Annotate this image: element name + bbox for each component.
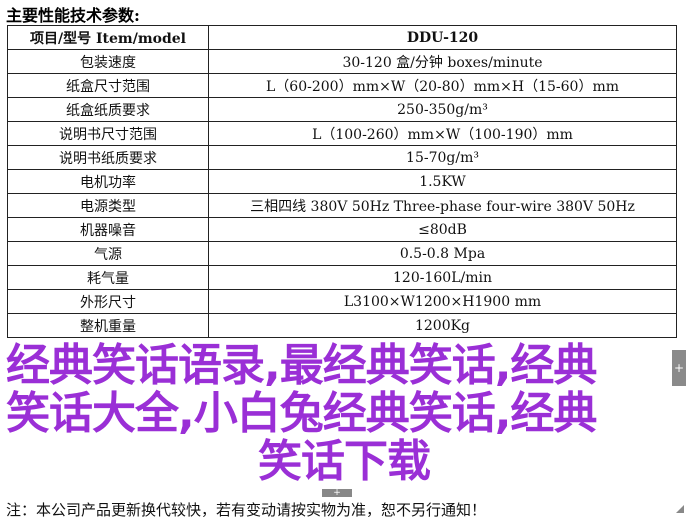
table-row: 整机重量 1200Kg xyxy=(7,313,677,338)
row-value: L（60-200）mm×W（20-80）mm×H（15-60）mm xyxy=(208,73,677,98)
row-item: 电源类型 xyxy=(7,193,209,218)
row-item: 整机重量 xyxy=(7,313,209,338)
row-item: 说明书尺寸范围 xyxy=(7,121,209,146)
row-value: 30-120 盒/分钟 boxes/minute xyxy=(208,49,677,74)
header-item: 项目/型号 Item/model xyxy=(7,25,209,50)
table-row: 机器噪音 ≤80dB xyxy=(7,217,677,242)
row-item: 气源 xyxy=(7,241,209,266)
row-item: 包装速度 xyxy=(7,49,209,74)
expand-side-button[interactable]: + xyxy=(672,350,686,386)
table-row: 说明书尺寸范围 L（100-260）mm×W（100-190）mm xyxy=(7,121,677,146)
row-value: 1200Kg xyxy=(208,313,677,338)
row-value: L3100×W1200×H1900 mm xyxy=(208,289,677,314)
table-row: 纸盒纸质要求 250-350g/m³ xyxy=(7,97,677,122)
table-row: 纸盒尺寸范围 L（60-200）mm×W（20-80）mm×H（15-60）mm xyxy=(7,73,677,98)
table-row: 耗气量 120-160L/min xyxy=(7,265,677,290)
watermark-line-2[interactable]: 笑话大全,小白兔经典笑话,经典 xyxy=(6,388,597,439)
row-value: 0.5-0.8 Mpa xyxy=(208,241,677,266)
section-title: 主要性能技术参数: xyxy=(6,6,140,25)
table-row: 包装速度 30-120 盒/分钟 boxes/minute xyxy=(7,49,677,74)
table-row: 气源 0.5-0.8 Mpa xyxy=(7,241,677,266)
row-value: 250-350g/m³ xyxy=(208,97,677,122)
watermark-line-3[interactable]: 笑话下载 xyxy=(258,436,431,487)
row-value: L（100-260）mm×W（100-190）mm xyxy=(208,121,677,146)
row-item: 耗气量 xyxy=(7,265,209,290)
watermark-line-1[interactable]: 经典笑话语录,最经典笑话,经典 xyxy=(6,340,597,391)
row-item: 说明书纸质要求 xyxy=(7,145,209,170)
table-header-row: 项目/型号 Item/model DDU-120 xyxy=(7,25,677,50)
row-value: 三相四线 380V 50Hz Three-phase four-wire 380… xyxy=(208,193,677,218)
row-item: 纸盒纸质要求 xyxy=(7,97,209,122)
footnote: 注：本公司产品更新换代较快，若有变动请按实物为准，恕不另行通知！ xyxy=(6,501,487,519)
header-model: DDU-120 xyxy=(208,25,677,50)
row-value: 15-70g/m³ xyxy=(208,145,677,170)
table-row: 说明书纸质要求 15-70g/m³ xyxy=(7,145,677,170)
row-value: ≤80dB xyxy=(208,217,677,242)
table-row: 外形尺寸 L3100×W1200×H1900 mm xyxy=(7,289,677,314)
resize-handle-icon[interactable] xyxy=(676,505,684,513)
row-item: 外形尺寸 xyxy=(7,289,209,314)
row-item: 电机功率 xyxy=(7,169,209,194)
row-item: 机器噪音 xyxy=(7,217,209,242)
table-row: 电源类型 三相四线 380V 50Hz Three-phase four-wire… xyxy=(7,193,677,218)
row-item: 纸盒尺寸范围 xyxy=(7,73,209,98)
spec-table: 项目/型号 Item/model DDU-120 包装速度 30-120 盒/分钟… xyxy=(7,25,677,338)
row-value: 1.5KW xyxy=(208,169,677,194)
expand-bottom-button[interactable]: + xyxy=(322,489,352,498)
row-value: 120-160L/min xyxy=(208,265,677,290)
table-row: 电机功率 1.5KW xyxy=(7,169,677,194)
